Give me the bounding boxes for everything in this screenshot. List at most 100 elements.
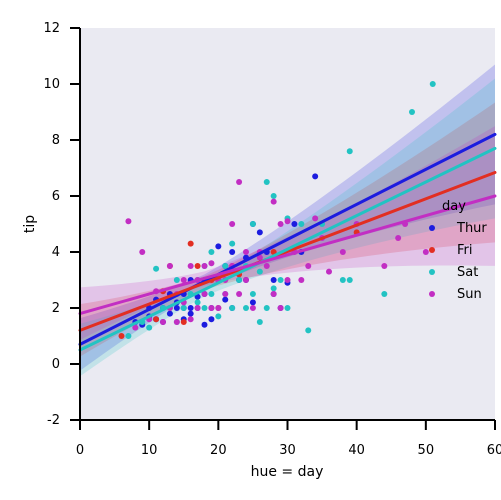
data-point: [215, 313, 222, 320]
data-point: [201, 263, 208, 269]
data-point: [180, 319, 187, 325]
data-point: [208, 260, 215, 267]
y-tick-label: 2: [52, 301, 60, 316]
data-point: [229, 240, 236, 247]
data-point: [243, 305, 249, 311]
data-point: [381, 263, 388, 269]
data-point: [312, 215, 319, 222]
tick-labels: -2 0 2 4 6 8 10 12 0 10 20 30 40 50 60: [43, 21, 501, 458]
data-point: [256, 319, 263, 325]
data-point: [270, 277, 277, 283]
data-point: [249, 221, 256, 227]
data-point: [173, 319, 180, 325]
regression-line: [78, 194, 497, 316]
x-tick-label: 0: [76, 443, 84, 458]
data-point: [125, 218, 132, 225]
data-point: [249, 305, 256, 311]
data-point: [222, 291, 229, 297]
data-point: [215, 305, 222, 311]
data-point: [194, 305, 201, 311]
data-point: [256, 268, 263, 275]
legend-marker: [429, 247, 435, 253]
data-point: [409, 109, 415, 115]
y-tick-label: 6: [52, 189, 60, 204]
legend-title: day: [442, 199, 466, 214]
legend-label: Sat: [457, 265, 478, 280]
y-tick-label: 10: [43, 77, 60, 92]
legend-label: Sun: [457, 287, 482, 302]
data-point: [236, 277, 243, 283]
data-point: [346, 277, 353, 283]
data-point: [305, 263, 312, 269]
data-point: [139, 249, 146, 255]
data-point: [166, 310, 173, 317]
x-axis-label: hue = day: [251, 464, 324, 480]
legend: day Thur Fri Sat Sun: [429, 199, 487, 302]
data-point: [236, 179, 243, 185]
data-point: [236, 291, 243, 297]
data-point: [270, 193, 277, 199]
data-point: [339, 249, 346, 255]
data-point: [201, 291, 208, 297]
data-point: [243, 277, 249, 283]
data-point: [180, 277, 187, 283]
y-tick-label: 12: [43, 21, 60, 36]
data-point: [229, 221, 236, 227]
data-point: [194, 299, 201, 306]
confidence-band: [80, 126, 495, 340]
legend-marker: [429, 225, 435, 231]
x-tick-label: 30: [279, 443, 296, 458]
data-point: [429, 81, 436, 87]
data-point: [256, 229, 263, 236]
data-point: [229, 305, 236, 311]
data-point: [166, 263, 173, 269]
data-point: [160, 319, 166, 325]
data-point: [305, 327, 312, 334]
data-point: [312, 173, 319, 180]
data-point: [215, 243, 222, 250]
data-point: [284, 277, 291, 283]
data-point: [270, 285, 277, 292]
data-point: [132, 324, 139, 331]
data-point: [298, 277, 305, 283]
data-point: [291, 221, 298, 227]
data-point: [339, 277, 346, 283]
y-tick-label: -2: [47, 413, 60, 428]
data-point: [256, 254, 263, 261]
data-point: [270, 291, 277, 297]
y-tick-label: 0: [52, 357, 60, 372]
data-point: [277, 277, 284, 283]
regression-lines: [78, 132, 497, 352]
data-point: [180, 305, 187, 311]
data-point: [277, 221, 284, 227]
data-point: [201, 321, 208, 328]
data-point: [284, 218, 291, 225]
legend-label: Thur: [456, 221, 487, 236]
data-point: [381, 291, 388, 297]
x-tick-label: 40: [348, 443, 365, 458]
data-point: [153, 265, 160, 272]
data-point: [208, 316, 215, 323]
data-point: [187, 310, 194, 317]
data-point: [194, 263, 201, 269]
legend-label: Fri: [457, 243, 473, 258]
y-axis-label: tip: [22, 215, 38, 233]
axes: [70, 27, 496, 430]
y-tick-label: 8: [52, 133, 60, 148]
legend-marker: [429, 269, 435, 275]
data-point: [326, 268, 332, 275]
data-point: [208, 249, 215, 255]
data-point: [346, 148, 353, 155]
data-point: [243, 249, 249, 255]
x-tick-label: 10: [141, 443, 158, 458]
data-point: [277, 305, 284, 311]
data-point: [222, 263, 229, 269]
data-point: [153, 316, 160, 323]
regression-line: [78, 170, 497, 332]
legend-marker: [429, 291, 435, 297]
data-point: [208, 305, 215, 311]
data-point: [249, 299, 256, 306]
data-point: [118, 333, 125, 339]
regression-line: [78, 146, 497, 352]
